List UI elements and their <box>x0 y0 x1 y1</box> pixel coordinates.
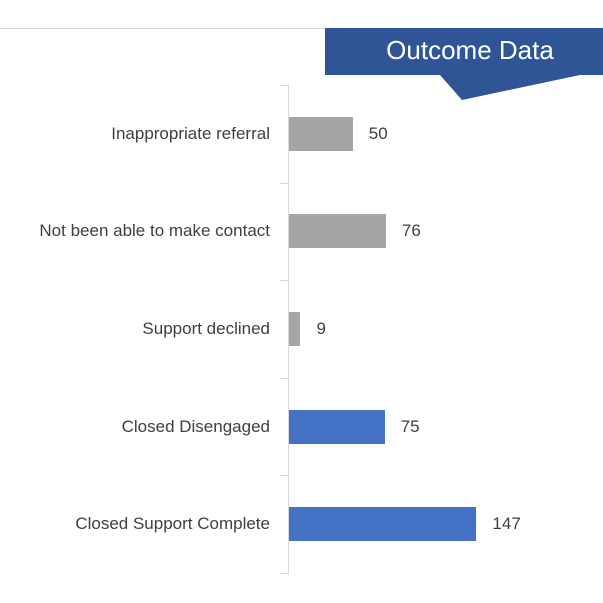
chart-title: Outcome Data <box>386 35 554 65</box>
bar <box>289 409 385 444</box>
value-label: 50 <box>368 123 388 143</box>
category-label: Closed Support Complete <box>75 514 270 534</box>
bar <box>289 507 477 542</box>
bar <box>289 116 353 151</box>
category-label: Not been able to make contact <box>39 221 270 241</box>
value-label: 147 <box>492 514 521 534</box>
axis-line <box>288 85 289 575</box>
top-rule <box>0 28 330 29</box>
bar <box>289 312 301 346</box>
axis-tick <box>280 475 289 477</box>
value-label: 76 <box>401 221 421 241</box>
axis-tick <box>280 573 289 574</box>
value-label: 75 <box>400 416 420 436</box>
banner-shape <box>325 28 603 100</box>
axis-tick <box>280 280 289 282</box>
category-label: Inappropriate referral <box>111 123 270 143</box>
bar <box>289 214 386 249</box>
axis-tick <box>280 377 289 379</box>
axis-tick <box>280 85 289 86</box>
axis-tick <box>280 182 289 184</box>
value-label: 9 <box>316 319 326 338</box>
title-banner: Outcome Data <box>325 28 603 100</box>
category-label: Closed Disengaged <box>121 416 270 436</box>
category-label: Support declined <box>142 319 270 338</box>
